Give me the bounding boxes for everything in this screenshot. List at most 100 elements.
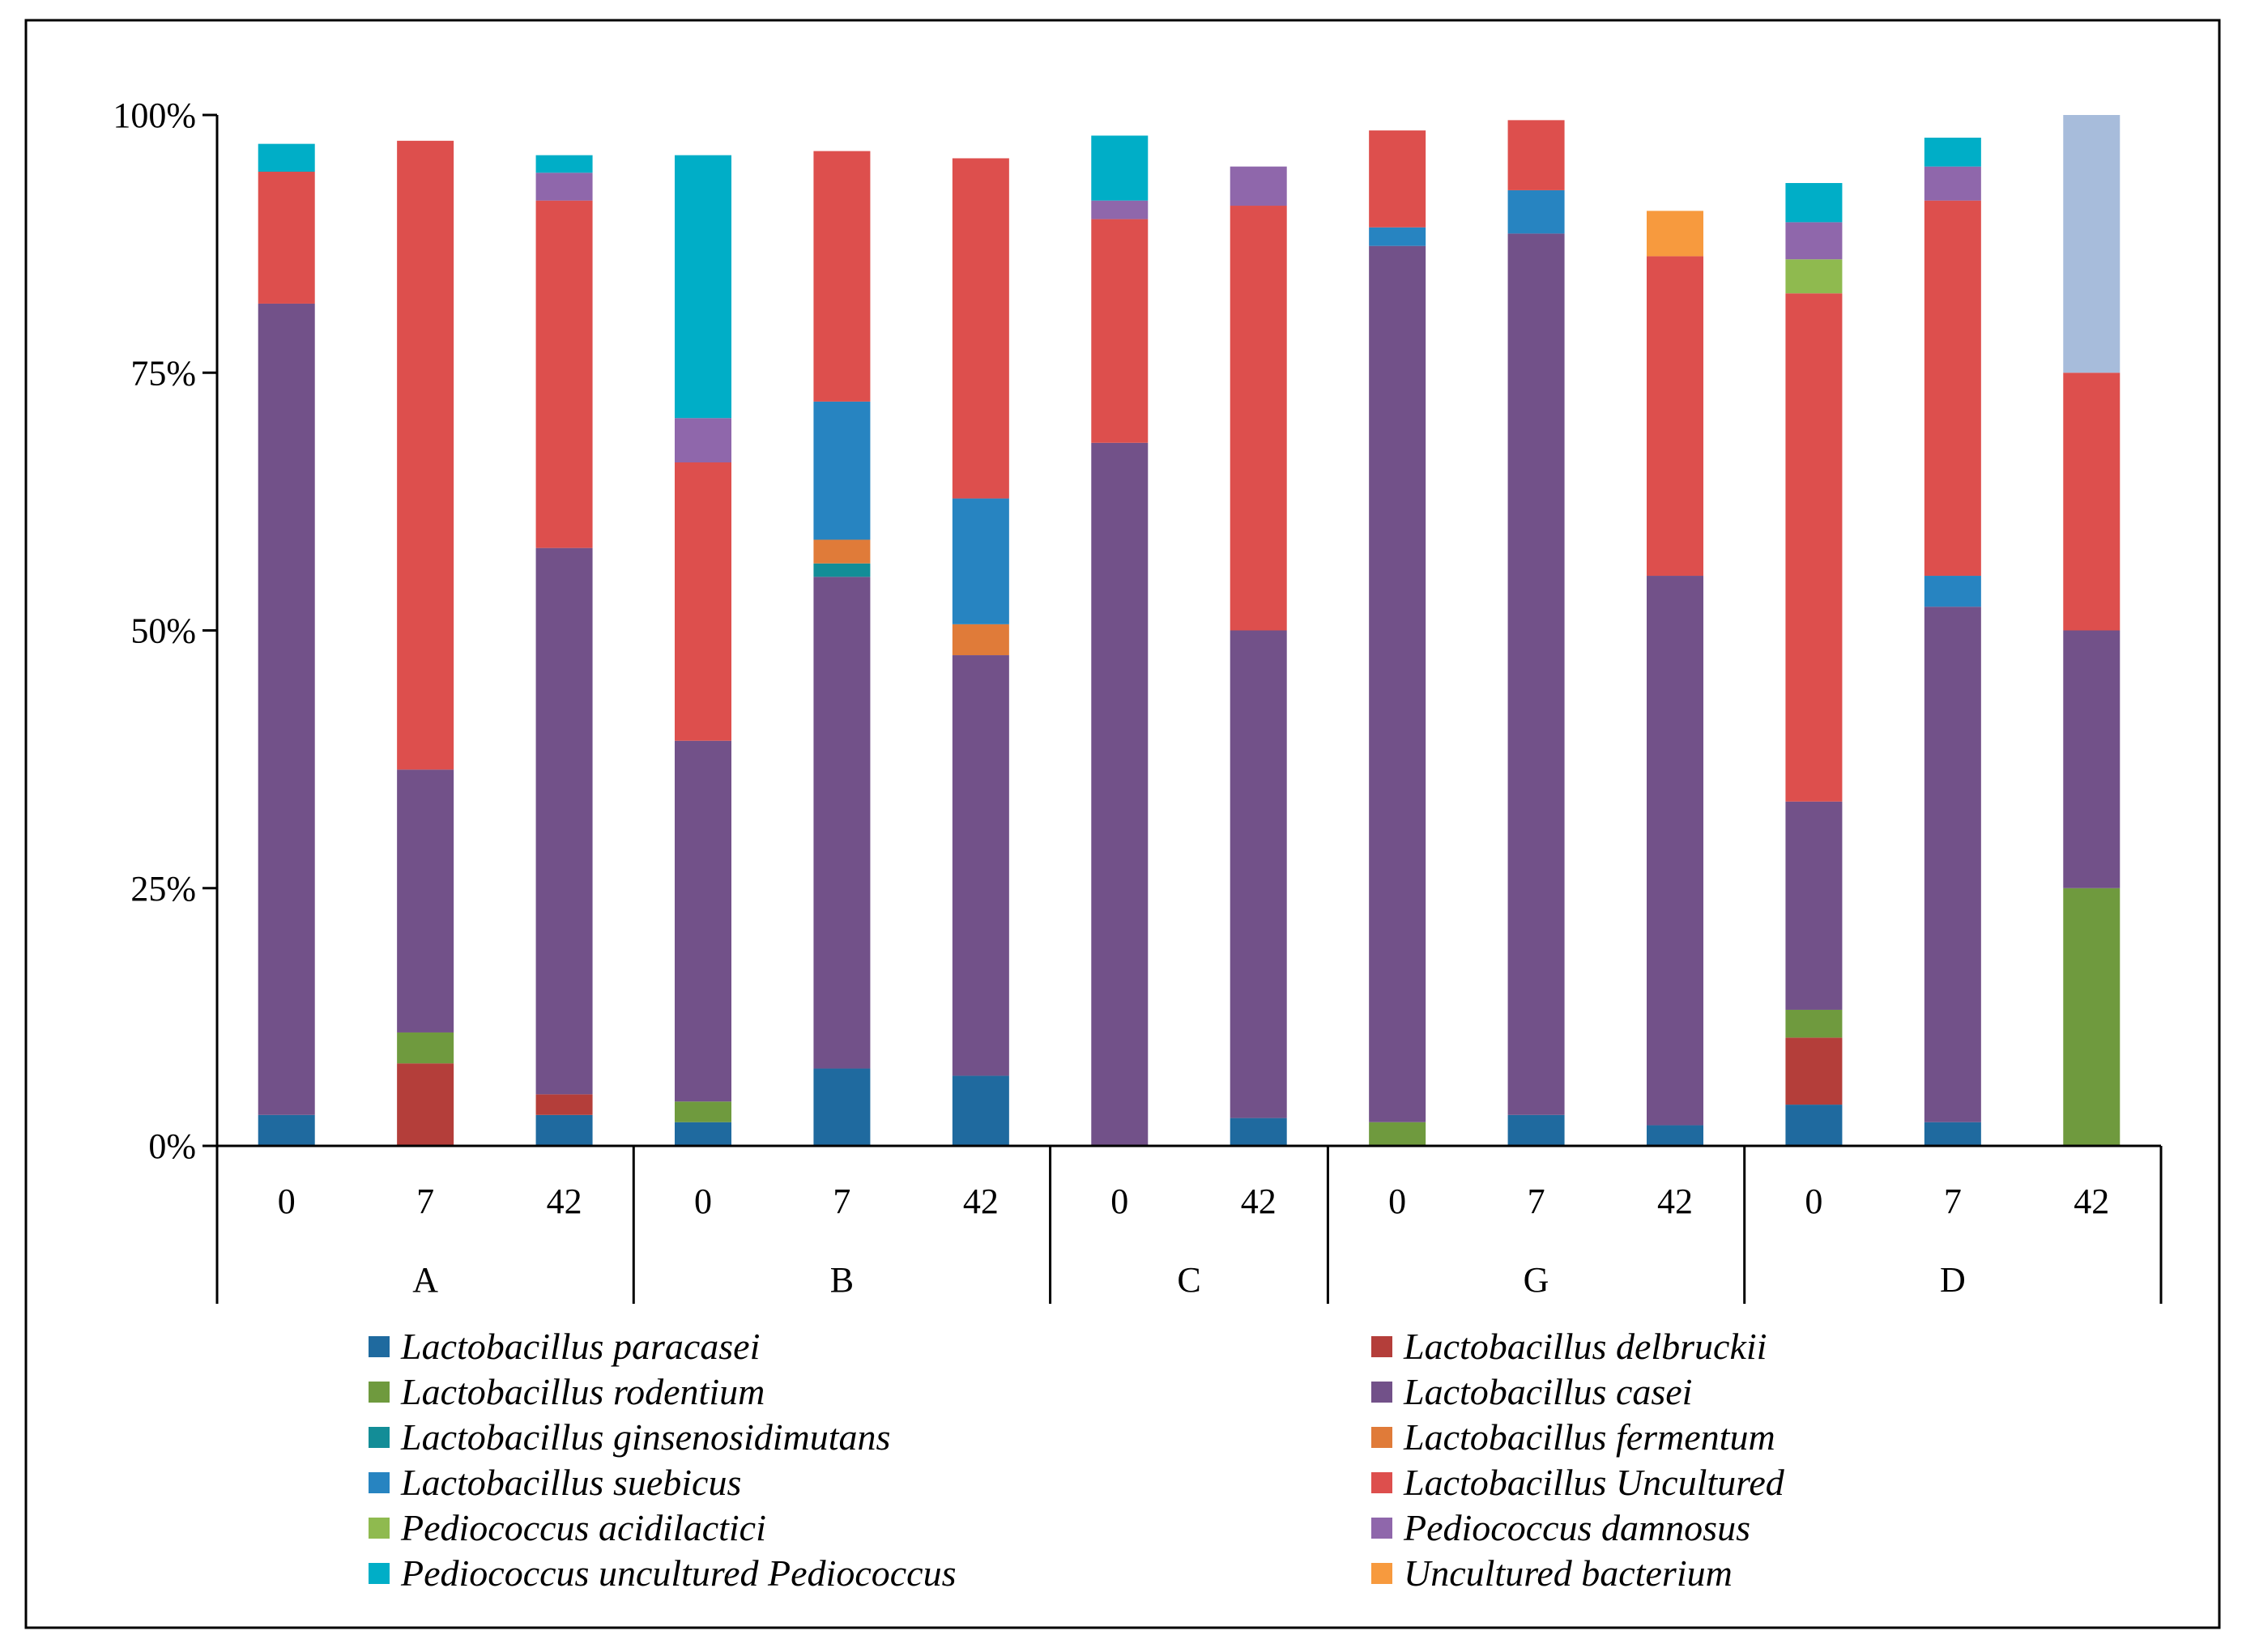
bar-segment-lactobacillus-casei-a-7 xyxy=(397,769,454,1032)
bar-segment-lactobacillus-delbruckii-a-7 xyxy=(397,1063,454,1146)
bar-segment-lactobacillus-suebicus-b-7 xyxy=(813,401,871,540)
bar-segment-lactobacillus-suebicus-d-7 xyxy=(1924,576,1981,607)
legend-label-uncultured-bacterium: Uncultured bacterium xyxy=(1404,1552,1733,1594)
bar-segment-lactobacillus-paracasei-g-7 xyxy=(1507,1114,1565,1146)
legend-swatch-lactobacillus-uncultured xyxy=(1371,1472,1392,1493)
bar-segment-pediococcus-damnosus-b-0 xyxy=(675,418,731,463)
bar-segment-lactobacillus-paracasei-c-42 xyxy=(1230,1118,1287,1146)
bar-segment-lactobacillus-paracasei-a-0 xyxy=(258,1114,315,1146)
bar-segment-lactobacillus-casei-g-42 xyxy=(1647,576,1703,1126)
bar-segment-lactobacillus-casei-a-0 xyxy=(258,303,315,1115)
group-label-d: D xyxy=(1940,1260,1966,1300)
x-tick-label: 42 xyxy=(2074,1182,2109,1221)
y-axis-ticks: 0% 25% 50% 75% 100% xyxy=(113,96,217,1166)
bar-segment-lactobacillus-uncultured-a-7 xyxy=(397,140,454,770)
legend-label-lactobacillus-paracasei: Lactobacillus paracasei xyxy=(400,1326,760,1367)
legend-swatch-lactobacillus-paracasei xyxy=(369,1336,390,1357)
bar-segment-lactobacillus-uncultured-g-7 xyxy=(1507,120,1565,190)
bar-segment-lactobacillus-casei-d-0 xyxy=(1785,801,1843,1010)
bar-segment-lactobacillus-rodentium-d-0 xyxy=(1785,1009,1843,1038)
bar-segment-pediococcus-uncultured-pediococcus-b-0 xyxy=(675,155,731,419)
bar-segment-lactobacillus-rodentium-a-7 xyxy=(397,1032,454,1064)
bar-segment-lactobacillus-uncultured-d-7 xyxy=(1924,200,1981,577)
legend-label-pediococcus-damnosus: Pediococcus damnosus xyxy=(1403,1507,1750,1548)
bar-segment-pediococcus-damnosus-d-7 xyxy=(1924,166,1981,201)
legend-label-lactobacillus-ginsenosidimutans: Lactobacillus ginsenosidimutans xyxy=(400,1416,890,1458)
y-tick-label: 50% xyxy=(130,611,196,651)
bar-segment-lactobacillus-casei-g-7 xyxy=(1507,233,1565,1115)
bar-segment-lactobacillus-paracasei-g-42 xyxy=(1647,1125,1703,1146)
legend-swatch-lactobacillus-fermentum xyxy=(1371,1427,1392,1448)
bar-segment-pediococcus-uncultured-pediococcus-d-0 xyxy=(1785,183,1843,223)
bar-segment-lactobacillus-fermentum-b-42 xyxy=(952,624,1009,656)
legend: Lactobacillus paracasei Lactobacillus del… xyxy=(369,1326,1785,1594)
group-label-g: G xyxy=(1524,1260,1549,1300)
bar-segment-lactobacillus-uncultured-a-0 xyxy=(258,172,315,304)
bar-segment-lactobacillus-uncultured-a-42 xyxy=(535,200,593,548)
x-tick-label: 7 xyxy=(1528,1182,1545,1221)
x-tick-label: 42 xyxy=(1241,1182,1277,1221)
x-tick-label: 42 xyxy=(547,1182,582,1221)
legend-swatch-lactobacillus-delbruckii xyxy=(1371,1336,1392,1357)
legend-label-lactobacillus-delbruckii: Lactobacillus delbruckii xyxy=(1403,1326,1767,1367)
bar-segment-lactobacillus-uncultured-d-0 xyxy=(1785,293,1843,802)
bar-segment-pediococcus-uncultured-pediococcus-c-0 xyxy=(1091,135,1149,201)
x-tick-label: 42 xyxy=(963,1182,999,1221)
bar-segment-lactobacillus-paracasei-a-42 xyxy=(535,1114,593,1146)
bar-segment-lactobacillus-paracasei-b-0 xyxy=(675,1122,731,1146)
legend-swatch-pediococcus-uncultured-pediococcus xyxy=(369,1563,390,1584)
bar-segment-lactobacillus-uncultured-b-0 xyxy=(675,462,731,741)
x-tick-label: 0 xyxy=(1388,1182,1406,1221)
bar-segment-lactobacillus-casei-a-42 xyxy=(535,547,593,1095)
group-label-b: B xyxy=(830,1260,854,1300)
bar-segment-lactobacillus-rodentium-d-42 xyxy=(2063,888,2121,1146)
bar-segment-unlabeled-d-42 xyxy=(2063,115,2121,373)
x-tick-label: 0 xyxy=(1805,1182,1822,1221)
y-tick-label: 25% xyxy=(130,869,196,909)
bar-segment-lactobacillus-uncultured-c-0 xyxy=(1091,219,1149,443)
x-tick-label: 42 xyxy=(1657,1182,1693,1221)
bar-segment-lactobacillus-uncultured-c-42 xyxy=(1230,206,1287,631)
x-tick-label: 7 xyxy=(833,1182,850,1221)
bar-segment-lactobacillus-casei-b-0 xyxy=(675,740,731,1102)
bar-segment-lactobacillus-paracasei-b-7 xyxy=(813,1068,871,1146)
legend-swatch-lactobacillus-ginsenosidimutans xyxy=(369,1427,390,1448)
legend-label-lactobacillus-suebicus: Lactobacillus suebicus xyxy=(400,1462,741,1503)
legend-label-pediococcus-uncultured-pediococcus: Pediococcus uncultured Pediococcus xyxy=(400,1552,957,1594)
y-tick-label: 75% xyxy=(130,353,196,393)
legend-swatch-pediococcus-acidilactici xyxy=(369,1518,390,1539)
bar-segment-lactobacillus-rodentium-b-0 xyxy=(675,1101,731,1122)
bar-segment-lactobacillus-suebicus-b-42 xyxy=(952,498,1009,624)
bar-segment-lactobacillus-suebicus-g-7 xyxy=(1507,189,1565,234)
x-tick-label: 0 xyxy=(278,1182,296,1221)
bar-segment-lactobacillus-casei-b-42 xyxy=(952,655,1009,1076)
bar-segment-lactobacillus-uncultured-g-0 xyxy=(1369,130,1426,228)
bar-segment-lactobacillus-uncultured-b-42 xyxy=(952,158,1009,499)
bar-segment-lactobacillus-casei-b-7 xyxy=(813,577,871,1069)
bar-segment-uncultured-bacterium-g-42 xyxy=(1647,211,1703,257)
legend-swatch-pediococcus-damnosus xyxy=(1371,1518,1392,1539)
legend-label-lactobacillus-rodentium: Lactobacillus rodentium xyxy=(400,1371,765,1412)
bar-segment-lactobacillus-casei-g-0 xyxy=(1369,245,1426,1122)
legend-swatch-uncultured-bacterium xyxy=(1371,1563,1392,1584)
x-tick-label: 0 xyxy=(694,1182,712,1221)
bar-segment-pediococcus-damnosus-c-0 xyxy=(1091,200,1149,219)
bar-segment-pediococcus-damnosus-a-42 xyxy=(535,172,593,201)
bar-segment-lactobacillus-paracasei-b-42 xyxy=(952,1075,1009,1146)
bar-segment-lactobacillus-casei-d-42 xyxy=(2063,630,2121,888)
x-axis-labels: 0 7 42 A 0 7 42 B 0 42 C 0 7 42 G 0 7 42 D xyxy=(278,1182,2110,1300)
legend-swatch-lactobacillus-suebicus xyxy=(369,1472,390,1493)
y-tick-label: 0% xyxy=(148,1126,196,1166)
bar-segment-lactobacillus-rodentium-g-0 xyxy=(1369,1122,1426,1146)
bar-segment-lactobacillus-ginsenosidimutans-b-7 xyxy=(813,563,871,577)
y-tick-label: 100% xyxy=(113,96,196,135)
legend-label-lactobacillus-uncultured: Lactobacillus Uncultured xyxy=(1403,1462,1785,1503)
legend-swatch-lactobacillus-casei xyxy=(1371,1382,1392,1403)
bar-segment-lactobacillus-paracasei-d-7 xyxy=(1924,1122,1981,1146)
bars xyxy=(258,115,2121,1146)
bar-segment-lactobacillus-delbruckii-a-42 xyxy=(535,1094,593,1115)
bar-segment-pediococcus-damnosus-c-42 xyxy=(1230,166,1287,206)
x-tick-label: 0 xyxy=(1110,1182,1128,1221)
bar-segment-lactobacillus-paracasei-d-0 xyxy=(1785,1105,1843,1146)
